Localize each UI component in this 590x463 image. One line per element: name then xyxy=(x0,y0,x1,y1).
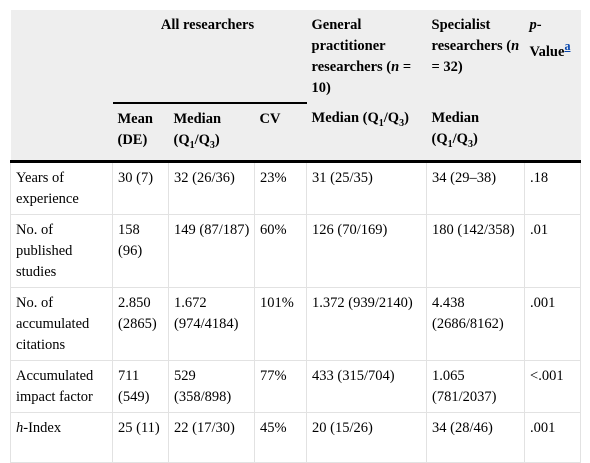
text: /Q xyxy=(452,131,468,147)
text: ) xyxy=(404,110,409,126)
table-cell: 711 (549) xyxy=(112,359,169,413)
column-header: Median (Q1/Q3) xyxy=(426,103,525,163)
table-cell: 4.438 (2686/8162) xyxy=(426,286,526,361)
row-label: h-Index xyxy=(10,411,113,463)
text: h xyxy=(16,419,24,436)
text: 1 xyxy=(378,117,384,129)
table-cell: 158 (96) xyxy=(112,213,169,288)
row-label: No. of accumulated citations xyxy=(10,286,113,361)
header-cell xyxy=(10,10,113,103)
text: Median (Q xyxy=(173,111,222,148)
header-cell xyxy=(10,103,113,163)
table-cell: .01 xyxy=(524,213,582,288)
table-row: No. of accumulated citations 2.850 (2865)… xyxy=(10,286,582,361)
text: ) xyxy=(214,132,220,148)
table-body: Years of experience 30 (7) 32 (26/36) 23% 31… xyxy=(10,161,582,463)
text: /Q xyxy=(383,110,400,126)
table-cell: 2.850 (2865) xyxy=(112,286,169,361)
table-row: h-Index 25 (11) 22 (17/30) 45% 20 (15/26) 34 … xyxy=(10,411,582,463)
row-label: No. of published studies xyxy=(10,213,113,288)
table-cell: 23% xyxy=(253,161,308,215)
table-cell: 126 (70/169) xyxy=(306,213,428,288)
column-header: CV xyxy=(254,103,307,163)
group-header: General practitioner researchers (n = 10… xyxy=(306,10,427,103)
text: 3 xyxy=(209,139,215,151)
column-header: Median (Q1/Q3) xyxy=(168,103,255,163)
table-row: Years of experience 30 (7) 32 (26/36) 23% 31… xyxy=(10,161,582,215)
text: n xyxy=(391,59,400,75)
text: = 10) xyxy=(311,59,412,96)
text: Median (Q xyxy=(431,110,480,147)
table-cell: 30 (7) xyxy=(112,161,169,215)
group-header: All researchers xyxy=(112,10,307,104)
table-cell: 1.065 (781/2037) xyxy=(426,359,526,413)
text: ) xyxy=(472,131,478,147)
text: Median (Q xyxy=(311,110,379,126)
table-cell: 31 (25/35) xyxy=(306,161,428,215)
table-cell: 60% xyxy=(253,213,308,288)
column-header: Mean (DE) xyxy=(112,103,169,163)
table-cell: 149 (87/187) xyxy=(168,213,255,288)
table-cell: 101% xyxy=(253,286,308,361)
table-row: Accumulated impact factor 711 (549) 529 (3… xyxy=(10,359,582,413)
text: Specialist researchers ( xyxy=(431,17,512,54)
row-label: Accumulated impact factor xyxy=(10,359,113,413)
text: p xyxy=(529,17,537,33)
column-header xyxy=(524,103,581,163)
text: = 32) xyxy=(431,59,463,75)
text: 3 xyxy=(467,138,473,150)
group-header: Specialist researchers (n = 32) xyxy=(426,10,525,103)
table-cell: 433 (315/704) xyxy=(306,359,428,413)
table-cell: 180 (142/358) xyxy=(426,213,526,288)
table-cell: 34 (29–38) xyxy=(426,161,526,215)
table-cell: 25 (11) xyxy=(112,411,169,463)
text: n xyxy=(511,38,520,54)
text: /Q xyxy=(194,132,210,148)
table-cell: .001 xyxy=(524,411,582,463)
table-cell: 529 (358/898) xyxy=(168,359,255,413)
text: 3 xyxy=(399,117,405,129)
table-cell: 22 (17/30) xyxy=(168,411,255,463)
table-cell: 34 (28/46) xyxy=(426,411,526,463)
footnote-link[interactable]: a xyxy=(564,39,571,53)
table-cell: 45% xyxy=(253,411,308,463)
text: 1 xyxy=(189,139,195,151)
table-cell: 32 (26/36) xyxy=(168,161,255,215)
table-cell: 77% xyxy=(253,359,308,413)
text: 1 xyxy=(447,138,453,150)
column-header: Median (Q1/Q3) xyxy=(306,103,427,163)
table-cell: .18 xyxy=(524,161,582,215)
table-row: No. of published studies 158 (96) 149 (87/… xyxy=(10,213,582,288)
results-table: All researchers General practitioner res… xyxy=(10,10,582,463)
table-cell: 1.372 (939/2140) xyxy=(306,286,428,361)
text: -Value xyxy=(529,17,565,60)
group-header: p-Valuea xyxy=(524,10,581,103)
row-label: Years of experience xyxy=(10,161,113,215)
table-cell: 1.672 (974/4184) xyxy=(168,286,255,361)
table-cell: <.001 xyxy=(524,359,582,413)
table-cell: 20 (15/26) xyxy=(306,411,428,463)
text: General practitioner researchers ( xyxy=(311,17,392,75)
table-cell: .001 xyxy=(524,286,582,361)
text: -Index xyxy=(23,419,62,436)
